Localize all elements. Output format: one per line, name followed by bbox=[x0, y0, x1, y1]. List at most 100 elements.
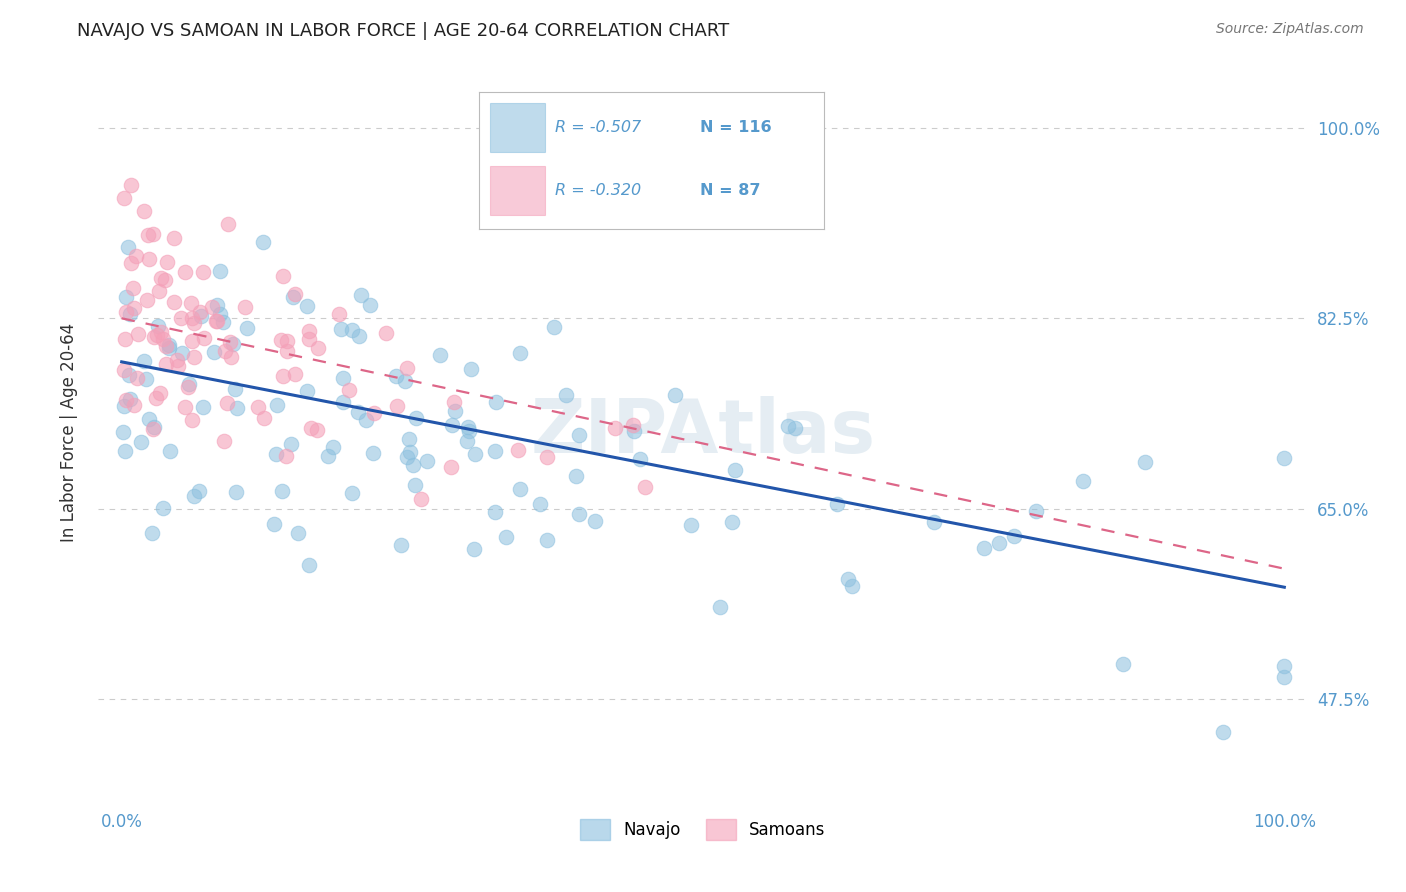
Point bbox=[145, 392, 167, 406]
Point bbox=[177, 377, 200, 392]
Point bbox=[193, 331, 215, 345]
Point bbox=[922, 515, 945, 529]
Point bbox=[443, 394, 465, 409]
Point bbox=[127, 326, 149, 341]
Point bbox=[281, 289, 304, 303]
Point bbox=[440, 460, 463, 475]
Point bbox=[156, 254, 179, 268]
Point bbox=[141, 526, 163, 541]
Text: NAVAJO VS SAMOAN IN LABOR FORCE | AGE 20-64 CORRELATION CHART: NAVAJO VS SAMOAN IN LABOR FORCE | AGE 20… bbox=[77, 22, 730, 40]
Point bbox=[679, 517, 702, 532]
Point bbox=[212, 434, 235, 449]
Point bbox=[396, 361, 419, 376]
Text: ZIPAtlas: ZIPAtlas bbox=[530, 396, 876, 469]
Point bbox=[354, 413, 377, 427]
Point bbox=[332, 394, 354, 409]
Point bbox=[118, 368, 141, 383]
Point bbox=[634, 480, 657, 494]
Point bbox=[295, 384, 318, 398]
Point bbox=[394, 374, 416, 388]
Point bbox=[174, 400, 197, 414]
Point bbox=[350, 288, 373, 302]
Point bbox=[305, 424, 328, 438]
Point bbox=[214, 344, 236, 359]
Point bbox=[125, 250, 148, 264]
Point bbox=[623, 424, 645, 438]
Point bbox=[136, 228, 159, 243]
Point bbox=[208, 308, 231, 322]
Point bbox=[225, 485, 247, 500]
Point bbox=[529, 497, 551, 511]
Point bbox=[253, 410, 276, 425]
Point bbox=[120, 256, 142, 270]
Point bbox=[270, 333, 292, 347]
Point bbox=[263, 516, 285, 531]
Point bbox=[166, 353, 188, 368]
Point bbox=[114, 393, 136, 408]
Point bbox=[129, 435, 152, 450]
Point bbox=[724, 463, 747, 477]
Point bbox=[841, 579, 863, 593]
Point bbox=[720, 516, 742, 530]
Point bbox=[270, 483, 292, 498]
Point bbox=[287, 525, 309, 540]
Point bbox=[328, 307, 350, 321]
Point bbox=[112, 363, 135, 377]
Point bbox=[276, 334, 298, 348]
Point bbox=[219, 351, 242, 365]
Point bbox=[402, 458, 425, 472]
Point bbox=[458, 424, 481, 438]
Point bbox=[495, 529, 517, 543]
Point bbox=[464, 447, 486, 461]
Point bbox=[322, 440, 344, 454]
Point bbox=[318, 450, 340, 464]
Point bbox=[509, 482, 531, 496]
Point bbox=[173, 265, 195, 279]
Point bbox=[120, 178, 142, 193]
Point bbox=[295, 299, 318, 313]
Point bbox=[405, 411, 427, 425]
Point bbox=[1272, 658, 1295, 673]
Point bbox=[363, 406, 385, 420]
Point bbox=[193, 400, 215, 414]
Point bbox=[568, 507, 591, 521]
Point bbox=[297, 333, 319, 347]
Point bbox=[395, 450, 418, 464]
Point bbox=[134, 204, 156, 219]
Point bbox=[440, 417, 463, 432]
Point bbox=[180, 413, 202, 427]
Point bbox=[117, 240, 139, 254]
Point bbox=[374, 326, 396, 340]
Point bbox=[398, 445, 420, 459]
Point bbox=[778, 418, 800, 433]
Point bbox=[337, 383, 360, 397]
Point bbox=[1111, 657, 1133, 671]
Point bbox=[112, 399, 135, 413]
Point bbox=[209, 263, 232, 277]
Point bbox=[387, 399, 409, 413]
Point bbox=[148, 284, 170, 298]
Point bbox=[299, 421, 322, 435]
Point bbox=[163, 231, 186, 245]
Point bbox=[837, 572, 859, 586]
Point bbox=[215, 396, 238, 410]
Point bbox=[142, 330, 165, 344]
Point bbox=[246, 400, 269, 414]
Point bbox=[988, 536, 1011, 550]
Point bbox=[389, 538, 412, 552]
Point bbox=[456, 434, 478, 448]
Point bbox=[266, 447, 288, 461]
Point bbox=[205, 298, 228, 312]
Y-axis label: In Labor Force | Age 20-64: In Labor Force | Age 20-64 bbox=[59, 323, 77, 542]
Point bbox=[138, 252, 160, 267]
Point bbox=[163, 294, 186, 309]
Text: Source: ZipAtlas.com: Source: ZipAtlas.com bbox=[1216, 22, 1364, 37]
Point bbox=[1212, 725, 1234, 739]
Point bbox=[181, 310, 204, 325]
Point bbox=[385, 369, 408, 384]
Point bbox=[157, 337, 180, 351]
Point bbox=[536, 450, 558, 464]
Point bbox=[565, 468, 588, 483]
Point bbox=[226, 401, 249, 415]
Point bbox=[329, 321, 352, 335]
